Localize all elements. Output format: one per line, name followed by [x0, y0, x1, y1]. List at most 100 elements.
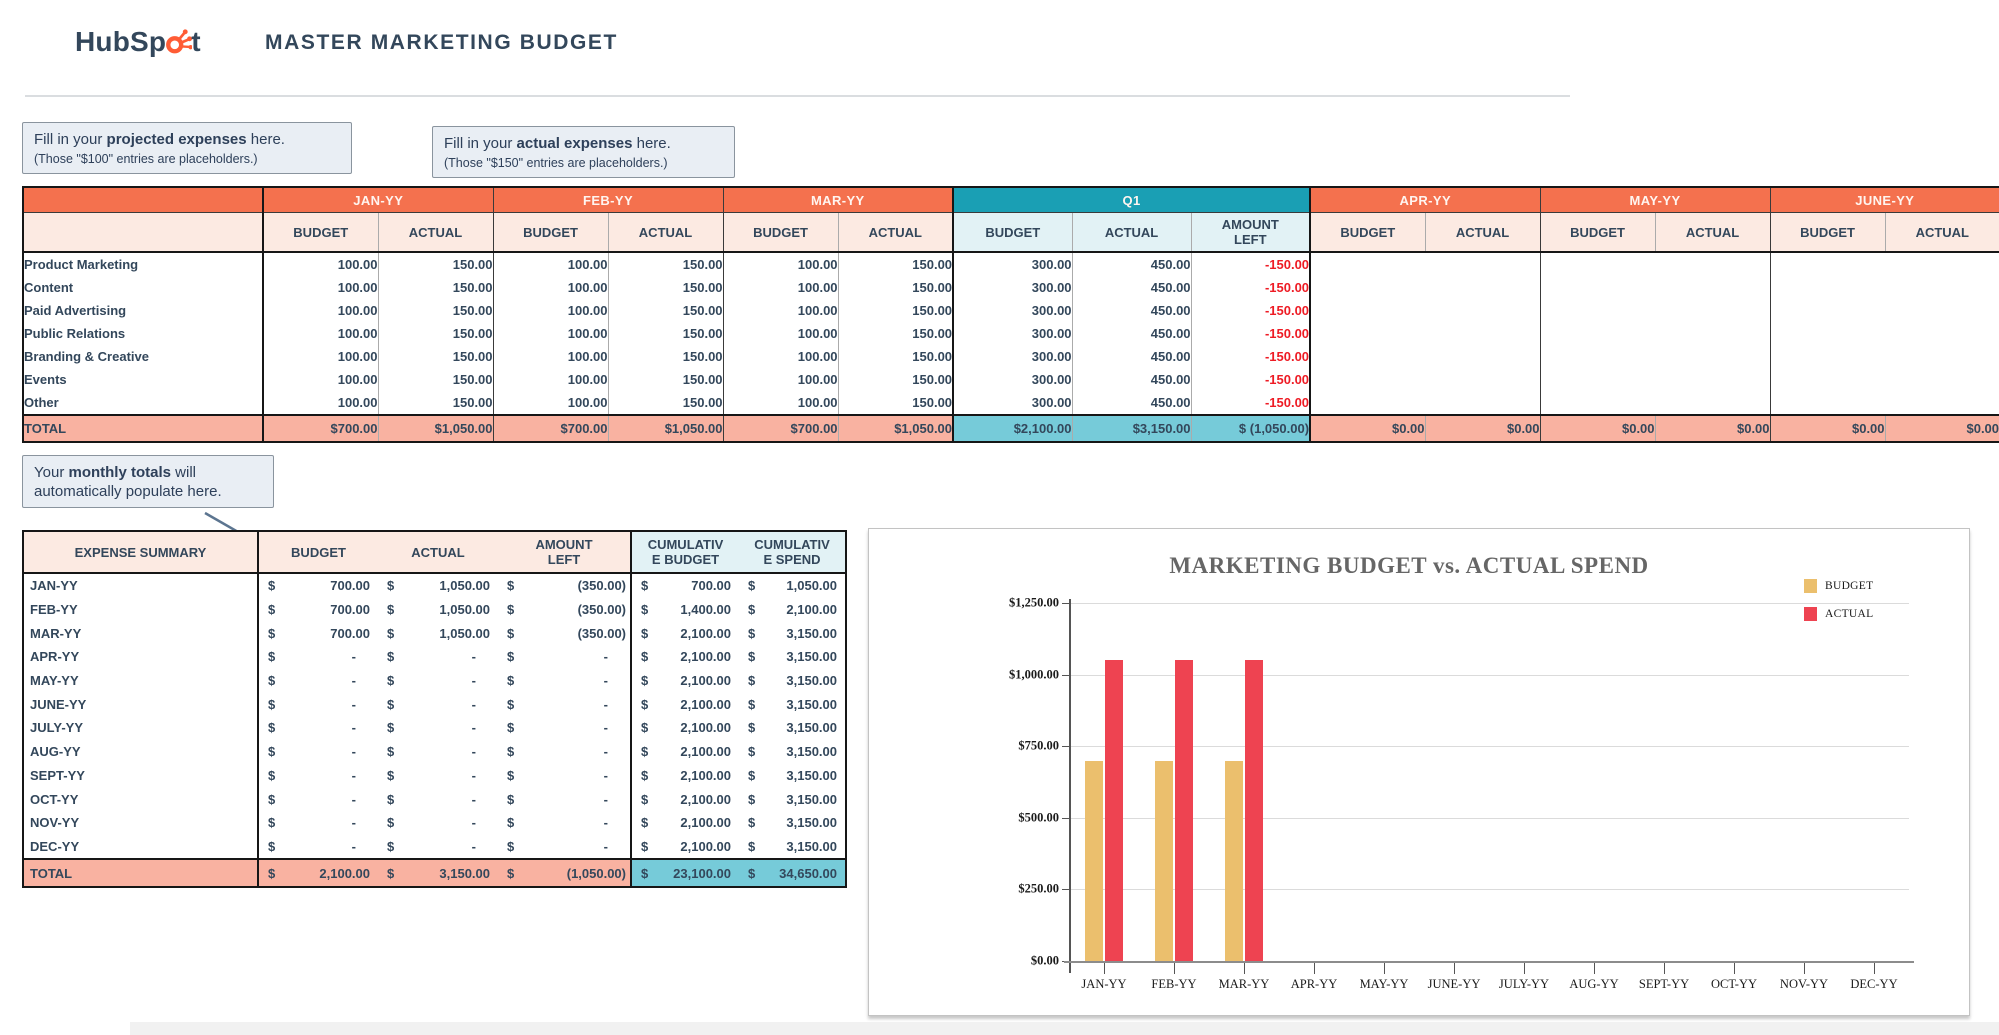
actual-cell[interactable] — [1425, 368, 1541, 391]
cumulative-budget-cell[interactable]: $2,100.00 — [630, 739, 739, 764]
actual-cell[interactable]: 150.00 — [837, 252, 954, 276]
budget-cell[interactable]: $ - — [258, 834, 378, 860]
budget-cell[interactable]: 100.00 — [722, 368, 839, 391]
actual-cell[interactable] — [1885, 299, 1999, 322]
actual-cell[interactable]: $1,050.00 — [378, 621, 498, 646]
month-header-FEB-YY[interactable]: FEB-YY — [492, 187, 724, 213]
actual-cell[interactable]: 150.00 — [377, 252, 494, 276]
total-cumulative-spend-cell[interactable]: $34,650.00 — [739, 858, 846, 888]
cumulative-spend-cell[interactable]: $3,150.00 — [739, 716, 846, 740]
budget-cell[interactable] — [1539, 322, 1656, 345]
actual-cell[interactable] — [1655, 368, 1771, 391]
budget-cell[interactable]: $ - — [258, 810, 378, 835]
amount-left-cell[interactable]: -150.00 — [1190, 345, 1311, 368]
total-label-cell[interactable]: TOTAL — [23, 858, 259, 888]
amount-left-cell[interactable]: $ - — [498, 692, 631, 717]
actual-cell[interactable]: 150.00 — [607, 299, 724, 322]
month-label-cell[interactable]: JULY-YY — [23, 716, 259, 740]
actual-cell[interactable]: 150.00 — [607, 252, 724, 276]
month-header-Q1[interactable]: Q1 — [952, 187, 1311, 213]
actual-cell[interactable]: 150.00 — [837, 368, 954, 391]
budget-cell[interactable]: $ - — [258, 716, 378, 740]
month-header-MAY-YY[interactable]: MAY-YY — [1539, 187, 1771, 213]
cumulative-spend-cell[interactable]: $3,150.00 — [739, 739, 846, 764]
cumulative-budget-cell[interactable]: $2,100.00 — [630, 668, 739, 693]
budget-cell[interactable]: $ - — [258, 668, 378, 693]
month-label-cell[interactable]: MAR-YY — [23, 621, 259, 646]
actual-cell[interactable]: $ - — [378, 834, 498, 860]
actual-cell[interactable] — [1885, 391, 1999, 415]
budget-cell[interactable] — [1309, 299, 1426, 322]
col-header-budget[interactable]: BUDGET — [952, 212, 1073, 253]
amount-left-cell[interactable]: -150.00 — [1190, 391, 1311, 415]
total-actual-cell[interactable]: $1,050.00 — [377, 414, 494, 442]
budget-cell[interactable]: 100.00 — [492, 345, 609, 368]
budget-cell[interactable]: $ - — [258, 692, 378, 717]
month-label-cell[interactable]: MAY-YY — [23, 668, 259, 693]
actual-cell[interactable]: 450.00 — [1071, 368, 1192, 391]
actual-cell[interactable] — [1655, 322, 1771, 345]
cumulative-budget-cell[interactable]: $2,100.00 — [630, 645, 739, 669]
total-budget-cell[interactable]: $2,100.00 — [952, 414, 1073, 442]
actual-cell[interactable] — [1655, 299, 1771, 322]
actual-cell[interactable]: 150.00 — [837, 276, 954, 299]
amount-left-cell[interactable]: $ - — [498, 763, 631, 788]
cumulative-budget-cell[interactable]: $2,100.00 — [630, 810, 739, 835]
budget-cell[interactable]: 100.00 — [492, 391, 609, 415]
amount-left-cell[interactable]: -150.00 — [1190, 276, 1311, 299]
cumulative-spend-cell[interactable]: $3,150.00 — [739, 692, 846, 717]
category-cell[interactable]: Events — [23, 368, 264, 391]
budget-cell[interactable]: 100.00 — [492, 276, 609, 299]
col-header-actual[interactable]: ACTUAL — [607, 212, 724, 253]
month-label-cell[interactable]: FEB-YY — [23, 597, 259, 622]
budget-cell[interactable]: 100.00 — [262, 368, 378, 391]
budget-cell[interactable] — [1309, 368, 1426, 391]
actual-cell[interactable] — [1425, 345, 1541, 368]
total-cumulative-budget-cell[interactable]: $23,100.00 — [630, 858, 739, 888]
col-header-actual[interactable]: ACTUAL — [1654, 212, 1771, 253]
actual-cell[interactable] — [1885, 276, 1999, 299]
category-cell[interactable]: Content — [23, 276, 264, 299]
amount-left-cell[interactable]: $ (350.00) — [498, 597, 631, 622]
cumulative-budget-cell[interactable]: $2,100.00 — [630, 787, 739, 811]
amount-left-cell[interactable]: $ - — [498, 787, 631, 811]
month-label-cell[interactable]: JUNE-YY — [23, 692, 259, 717]
cumulative-spend-cell[interactable]: $1,050.00 — [739, 573, 846, 598]
actual-cell[interactable] — [1655, 391, 1771, 415]
budget-cell[interactable]: $700.00 — [258, 597, 378, 622]
budget-cell[interactable]: 100.00 — [722, 322, 839, 345]
cumulative-spend-cell[interactable]: $3,150.00 — [739, 645, 846, 669]
budget-cell[interactable] — [1309, 322, 1426, 345]
month-label-cell[interactable]: APR-YY — [23, 645, 259, 669]
actual-cell[interactable]: $ - — [378, 645, 498, 669]
actual-cell[interactable] — [1885, 252, 1999, 276]
amount-left-cell[interactable]: $ - — [498, 810, 631, 835]
total-actual-cell[interactable]: $1,050.00 — [607, 414, 724, 442]
budget-cell[interactable] — [1539, 252, 1656, 276]
actual-cell[interactable]: 450.00 — [1071, 322, 1192, 345]
amount-left-cell[interactable]: $ - — [498, 834, 631, 860]
empty-header-cell[interactable] — [23, 212, 264, 253]
cumulative-spend-cell[interactable]: $3,150.00 — [739, 763, 846, 788]
cumulative-spend-cell[interactable]: $3,150.00 — [739, 668, 846, 693]
actual-cell[interactable]: 150.00 — [377, 391, 494, 415]
actual-cell[interactable]: 150.00 — [377, 322, 494, 345]
month-label-cell[interactable]: DEC-YY — [23, 834, 259, 860]
actual-cell[interactable] — [1425, 391, 1541, 415]
total-amount-left-cell[interactable]: $ (1,050.00) — [498, 858, 631, 888]
budget-cell[interactable]: $ - — [258, 739, 378, 764]
actual-cell[interactable]: 450.00 — [1071, 345, 1192, 368]
budget-cell[interactable]: 100.00 — [722, 391, 839, 415]
budget-cell[interactable]: 100.00 — [262, 299, 378, 322]
cumulative-spend-cell[interactable]: $3,150.00 — [739, 787, 846, 811]
amount-left-cell[interactable]: $ - — [498, 668, 631, 693]
budget-cell[interactable]: 100.00 — [262, 322, 378, 345]
budget-cell[interactable]: 100.00 — [722, 299, 839, 322]
col-header-budget[interactable]: BUDGET — [492, 212, 609, 253]
total-budget-cell[interactable]: $700.00 — [262, 414, 378, 442]
amount-left-cell[interactable]: $ - — [498, 716, 631, 740]
actual-cell[interactable]: 150.00 — [377, 345, 494, 368]
month-header-JUNE-YY[interactable]: JUNE-YY — [1769, 187, 1999, 213]
total-actual-cell[interactable]: $0.00 — [1654, 414, 1771, 442]
actual-cell[interactable]: 150.00 — [837, 322, 954, 345]
